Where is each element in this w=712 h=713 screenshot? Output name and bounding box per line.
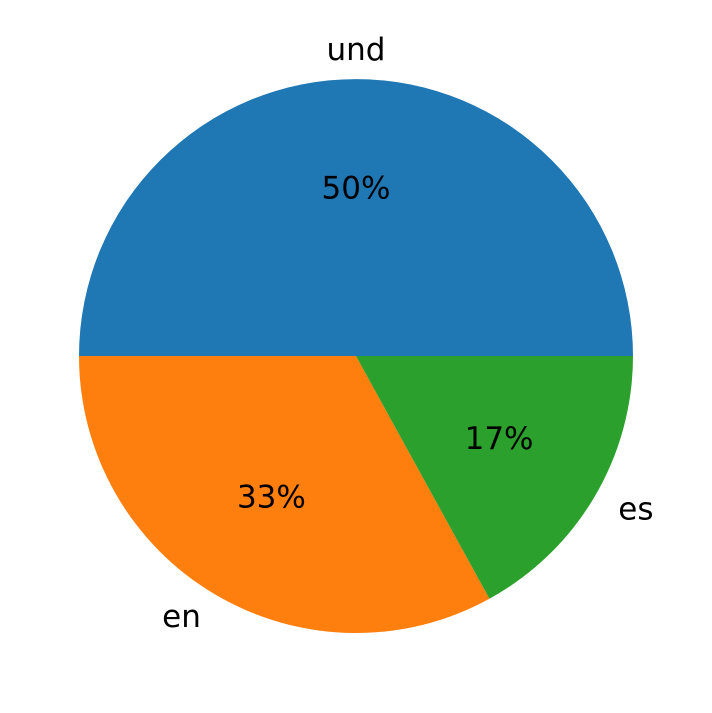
pie-slice [356,356,633,599]
value-label: 17% [465,421,534,457]
slice-label: en [162,599,201,635]
slice-label: und [327,32,386,68]
value-label: 33% [237,480,306,516]
pie-slice [79,79,633,356]
slice-label: es [618,492,653,528]
pie-slice [79,356,490,633]
value-label: 50% [322,170,391,206]
